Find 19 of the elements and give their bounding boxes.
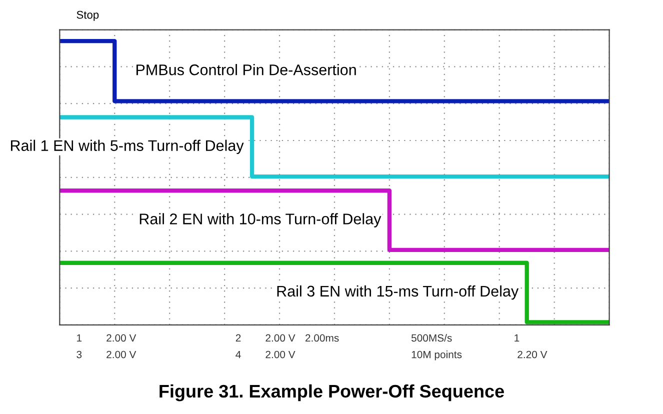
- text: 2.00ms: [306, 334, 339, 342]
- text: 2.00 V: [106, 334, 136, 342]
- series-label: Rail 2 EN with 10-ms Turn-off Delay: [140, 213, 382, 228]
- text: 2.20 V: [518, 350, 548, 358]
- series-label: PMBus Control Pin De-Assertion: [136, 64, 356, 76]
- text: Figure 31. Example Power-Off Sequence: [160, 384, 504, 402]
- text: 1: [77, 334, 82, 342]
- text: 2: [236, 334, 241, 342]
- text: Stop: [76, 10, 99, 21]
- text: 2.00 V: [266, 334, 296, 342]
- text: 2.00 V: [106, 350, 136, 358]
- series-label: Rail 1 EN with 5-ms Turn-off Delay: [10, 140, 244, 154]
- text: 2.00 V: [266, 350, 296, 358]
- text: 4: [236, 350, 241, 358]
- text: 1: [514, 334, 520, 342]
- text: 10M points: [412, 350, 462, 360]
- text: 500MS/s: [411, 334, 452, 342]
- series-label: Rail 3 EN with 15-ms Turn-off Delay: [277, 285, 519, 300]
- text: 3: [76, 350, 82, 358]
